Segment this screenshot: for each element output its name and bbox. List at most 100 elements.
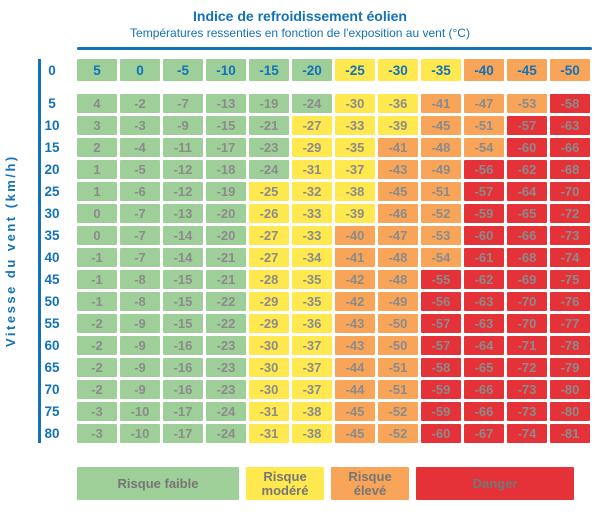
temperature-header-cell: -10 — [206, 59, 246, 81]
value-cell: -16 — [163, 336, 203, 355]
data-row: 25 1 -6 -12 -19 -25 -32 -38 -45 -51 -57 -64 -70 — [0, 182, 600, 201]
data-row: 70 -2 -9 -16 -23 -30 -37 -44 -51 -59 -66 -73 -80 — [0, 380, 600, 399]
value-cell: -58 — [550, 94, 590, 113]
value-cell: -30 — [249, 336, 289, 355]
value-cell: -70 — [507, 314, 547, 333]
value-cell: -53 — [507, 94, 547, 113]
temperature-header-cell: -50 — [550, 59, 590, 81]
value-cell: -52 — [378, 402, 418, 421]
value-cell: -80 — [550, 402, 590, 421]
value-cell: -4 — [120, 138, 160, 157]
temperature-header-cell: 5 — [77, 59, 117, 81]
value-cell: -63 — [464, 292, 504, 311]
value-cell: -57 — [421, 314, 461, 333]
value-cell: -1 — [77, 270, 117, 289]
value-cell: -5 — [120, 160, 160, 179]
value-cell: 1 — [77, 160, 117, 179]
data-row: 60 -2 -9 -16 -23 -30 -37 -43 -50 -57 -64 -71 -78 — [0, 336, 600, 355]
value-cell: -59 — [421, 402, 461, 421]
value-cell: -34 — [292, 248, 332, 267]
temperature-header-cell: -20 — [292, 59, 332, 81]
value-cell: -14 — [163, 248, 203, 267]
value-cell: -76 — [550, 292, 590, 311]
value-cell: -33 — [292, 204, 332, 223]
value-cell: -68 — [507, 248, 547, 267]
value-cell: -18 — [206, 160, 246, 179]
value-cell: -58 — [421, 358, 461, 377]
value-cell: -51 — [421, 182, 461, 201]
value-cell: -46 — [378, 204, 418, 223]
temperature-header-cell: 0 — [120, 59, 160, 81]
value-cell: -74 — [550, 248, 590, 267]
value-cell: -74 — [507, 424, 547, 443]
value-cell: -10 — [120, 402, 160, 421]
value-cell: -63 — [464, 314, 504, 333]
value-cell: -51 — [378, 380, 418, 399]
data-row: 5 4 -2 -7 -13 -19 -24 -30 -36 -41 -47 -53 -58 — [0, 94, 600, 113]
value-cell: -45 — [421, 116, 461, 135]
value-cell: -66 — [464, 380, 504, 399]
value-cell: -49 — [378, 292, 418, 311]
value-cell: -59 — [421, 380, 461, 399]
value-cell: -17 — [206, 138, 246, 157]
value-cell: -7 — [120, 248, 160, 267]
wind-speed-label: 15 — [44, 140, 60, 155]
value-cell: -66 — [464, 402, 504, 421]
value-cell: -41 — [378, 138, 418, 157]
value-cell: 0 — [77, 226, 117, 245]
value-cell: -20 — [206, 226, 246, 245]
wind-speed-label: 70 — [44, 382, 60, 397]
temperature-header-cell: -40 — [464, 59, 504, 81]
value-cell: -29 — [292, 138, 332, 157]
value-cell: -39 — [378, 116, 418, 135]
value-cell: -77 — [550, 314, 590, 333]
value-cell: -37 — [335, 160, 375, 179]
value-cell: -9 — [163, 116, 203, 135]
value-cell: -31 — [249, 424, 289, 443]
value-cell: -43 — [335, 336, 375, 355]
value-cell: -19 — [206, 182, 246, 201]
value-cell: -32 — [292, 182, 332, 201]
value-cell: 2 — [77, 138, 117, 157]
value-cell: -17 — [163, 402, 203, 421]
wind-speed-label: 5 — [48, 96, 56, 111]
value-cell: -45 — [335, 424, 375, 443]
value-cell: -29 — [249, 292, 289, 311]
value-cell: -40 — [335, 226, 375, 245]
wind-speed-label: 10 — [44, 118, 60, 133]
value-cell: -9 — [120, 336, 160, 355]
value-cell: -78 — [550, 336, 590, 355]
data-row: 45 -1 -8 -15 -21 -28 -35 -42 -48 -55 -62 -69 -75 — [0, 270, 600, 289]
value-cell: -10 — [120, 424, 160, 443]
value-cell: -8 — [120, 292, 160, 311]
value-cell: -56 — [421, 292, 461, 311]
data-row: 30 0 -7 -13 -20 -26 -33 -39 -46 -52 -59 -65 -72 — [0, 204, 600, 223]
data-row: 55 -2 -9 -15 -22 -29 -36 -43 -50 -57 -63 -70 -77 — [0, 314, 600, 333]
wind-chill-table: Vitesse du vent (km/h) 0 5 0 -5 -10 -15 -20 -25… — [0, 59, 600, 443]
value-cell: -54 — [464, 138, 504, 157]
data-row: 50 -1 -8 -15 -22 -29 -35 -42 -49 -56 -63 -70 -76 — [0, 292, 600, 311]
value-cell: -14 — [163, 226, 203, 245]
value-cell: -50 — [378, 336, 418, 355]
value-cell: -63 — [550, 116, 590, 135]
value-cell: -70 — [550, 182, 590, 201]
value-cell: -27 — [249, 248, 289, 267]
value-cell: -35 — [292, 292, 332, 311]
value-cell: -24 — [206, 402, 246, 421]
legend-item-orange: Risque élevé — [331, 467, 409, 500]
value-cell: -35 — [292, 270, 332, 289]
value-cell: -37 — [292, 380, 332, 399]
value-cell: -41 — [421, 94, 461, 113]
value-cell: -38 — [292, 402, 332, 421]
value-cell: -12 — [163, 160, 203, 179]
wind-speed-label: 50 — [44, 294, 60, 309]
value-cell: -24 — [206, 424, 246, 443]
value-cell: -24 — [292, 94, 332, 113]
value-cell: -21 — [206, 270, 246, 289]
value-cell: -52 — [421, 204, 461, 223]
value-cell: -7 — [120, 204, 160, 223]
value-cell: -30 — [249, 380, 289, 399]
value-cell: -62 — [507, 160, 547, 179]
wind-speed-label: 60 — [44, 338, 60, 353]
value-cell: -15 — [163, 314, 203, 333]
